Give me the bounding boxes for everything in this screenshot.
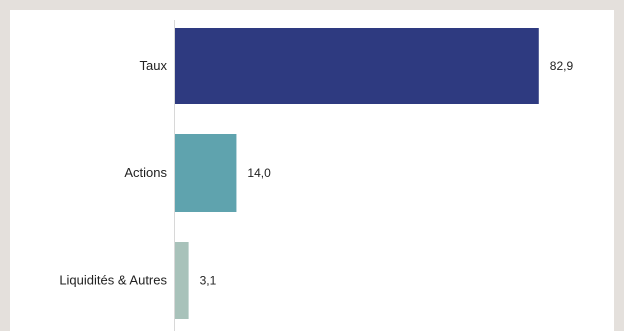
category-label-0: Taux	[140, 58, 168, 73]
bar-chart: Taux 82,9 Actions 14,0 Liquidités & Autres 3,…	[59, 20, 574, 331]
value-label-1: 14,0	[247, 166, 271, 180]
bar-1	[175, 134, 237, 212]
bar-2	[175, 242, 189, 319]
category-label-1: Actions	[124, 165, 167, 180]
value-label-2: 3,1	[200, 274, 217, 288]
chart-card: Taux 82,9 Actions 14,0 Liquidités & Autres 3,…	[10, 10, 614, 331]
bar-0	[175, 28, 539, 104]
category-label-2: Liquidités & Autres	[59, 273, 167, 288]
value-label-0: 82,9	[550, 59, 574, 73]
